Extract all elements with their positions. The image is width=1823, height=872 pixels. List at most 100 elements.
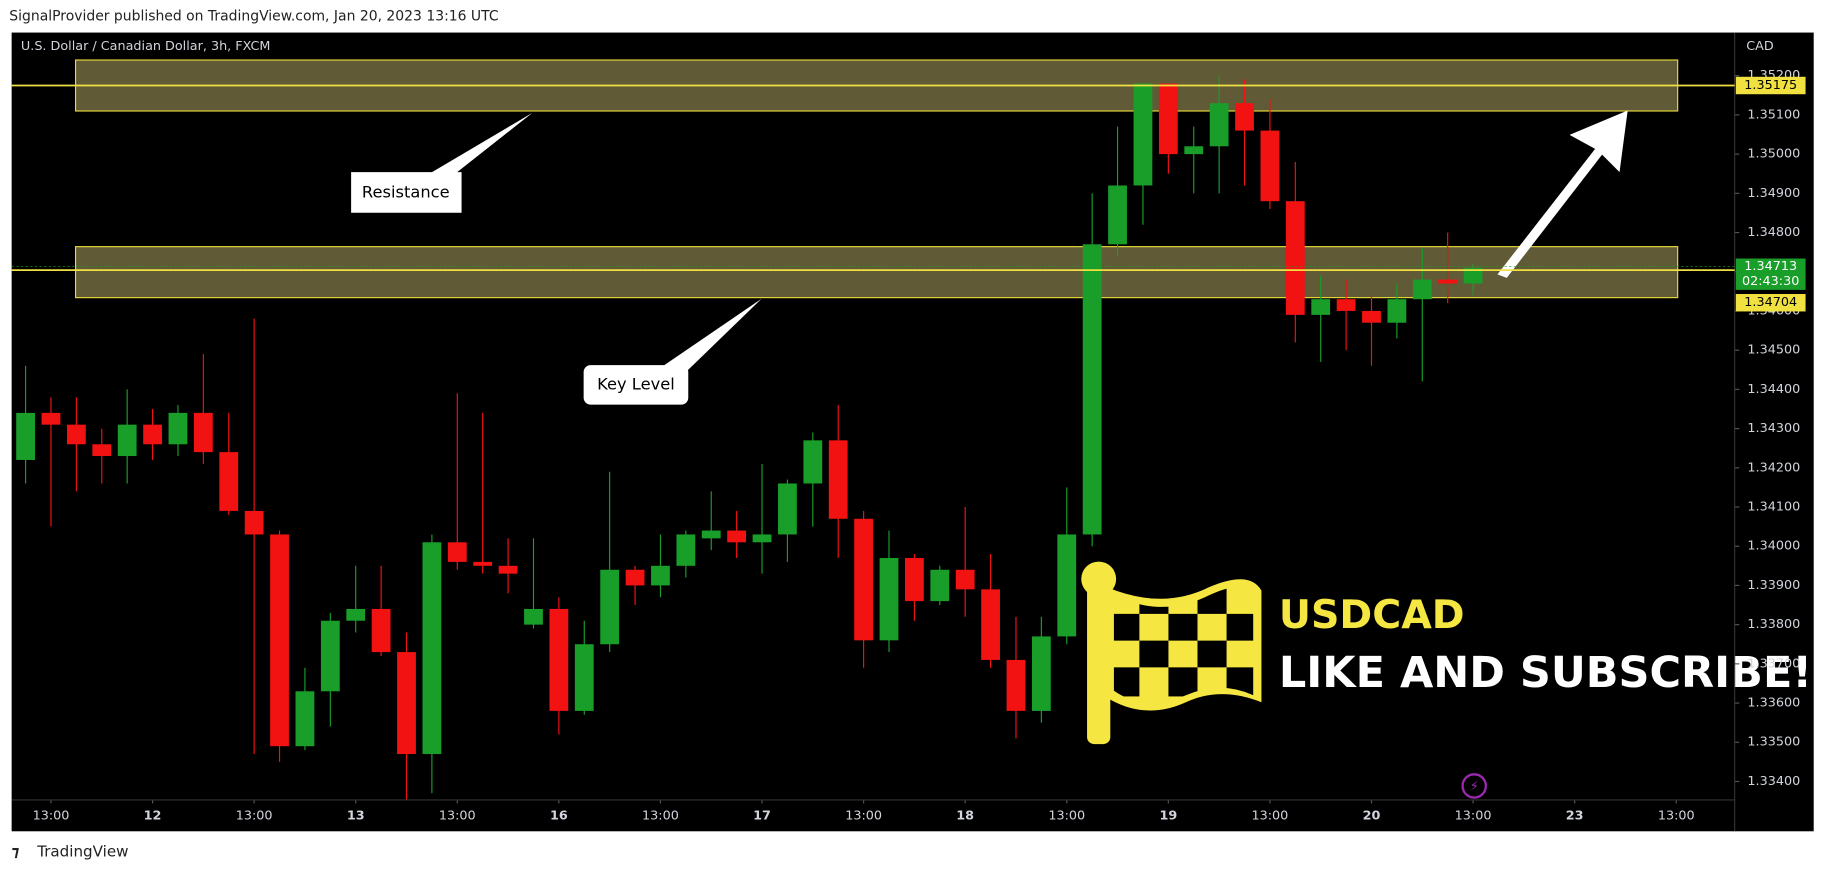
candle-body — [1057, 534, 1077, 637]
countdown: 02:43:30 — [1742, 274, 1799, 289]
candle-body — [1082, 244, 1102, 535]
candle-body — [778, 483, 797, 535]
checkers — [1113, 587, 1254, 697]
y-tick-label: 1.34800 — [1747, 225, 1800, 240]
candle-body — [371, 608, 391, 653]
x-tick-label: 13:00 — [236, 809, 273, 824]
last-price-box — [1735, 258, 1806, 290]
candle-body — [879, 557, 899, 641]
x-tick-label: 18 — [956, 809, 974, 824]
y-tick-label: 1.35100 — [1747, 107, 1800, 122]
price-label-box — [1735, 294, 1806, 312]
candle-body — [701, 530, 721, 539]
y-tick-label: 1.34400 — [1747, 382, 1800, 397]
candle-body — [16, 412, 35, 460]
overlay: USDCAD LIKE AND SUBSCRIBE! ⚡ Resistance K… — [351, 110, 1812, 799]
y-tick-label: 1.33800 — [1747, 617, 1800, 632]
candle-body — [905, 557, 924, 602]
arrow — [1497, 110, 1628, 278]
last-price-label: 1.34713 — [1744, 259, 1797, 274]
event-icon[interactable] — [1461, 773, 1488, 799]
y-tick-label: 1.34500 — [1747, 343, 1800, 358]
candle-body — [92, 444, 112, 457]
candle-body — [1235, 103, 1254, 131]
x-tick-label: 19 — [1159, 809, 1177, 824]
callout-box — [351, 172, 462, 213]
candle-body — [320, 620, 340, 692]
y-tick-label: 1.35000 — [1747, 147, 1800, 162]
event-icon-glyph: ⚡ — [1470, 780, 1479, 795]
candle-body — [1260, 130, 1280, 202]
candle-body — [447, 542, 467, 562]
candle-body — [955, 569, 975, 590]
candle-body — [574, 644, 594, 711]
candle-body — [66, 424, 86, 445]
candle-body — [1133, 83, 1153, 186]
candle-body — [1387, 299, 1407, 323]
candle-body — [244, 510, 264, 535]
zone-label: Resistance — [362, 183, 450, 202]
candle-body — [270, 534, 289, 747]
annotation: USDCAD — [1279, 592, 1465, 638]
x-tick-label: 13:00 — [1048, 809, 1085, 824]
candle-body — [1209, 103, 1229, 147]
candle-body — [1438, 279, 1458, 284]
y-unit: CAD — [1746, 39, 1774, 54]
candle-body — [1362, 310, 1381, 323]
callout-pointer — [662, 298, 762, 370]
candle-body — [1031, 636, 1051, 711]
x-tick-label: 13:00 — [1658, 809, 1695, 824]
candle-body — [981, 589, 1000, 660]
x-tick-label: 17 — [753, 809, 771, 824]
candle-body — [1463, 267, 1483, 284]
candle-body — [549, 608, 569, 711]
y-tick-label: 1.34900 — [1747, 186, 1800, 201]
candle-body — [295, 691, 315, 747]
y-tick-label: 1.34100 — [1747, 500, 1800, 515]
zone-label: Key Level — [597, 374, 675, 393]
y-tick-label: 1.33900 — [1747, 578, 1800, 593]
x-tick-label: 13:00 — [1252, 809, 1289, 824]
price-label: 1.34704 — [1744, 295, 1797, 310]
candle-body — [1311, 299, 1331, 315]
price-label: 1.35175 — [1744, 78, 1797, 93]
zone — [74, 246, 1679, 299]
tv-logo: ⁊ — [12, 843, 20, 861]
x-tick-label: 16 — [550, 809, 568, 824]
candle-body — [625, 569, 645, 586]
candle-body — [1158, 83, 1178, 155]
candle-body — [1285, 201, 1305, 315]
candle-body — [193, 412, 213, 453]
candle-body — [524, 608, 543, 625]
candle-body — [498, 565, 518, 574]
candle-body — [676, 534, 696, 566]
candle-body — [803, 440, 823, 484]
candle-body — [422, 542, 442, 755]
x-tick-label: 13 — [347, 809, 365, 824]
publisher: SignalProvider published on TradingView.… — [9, 8, 498, 24]
candle-body — [1108, 185, 1127, 245]
x-tick-label: 13:00 — [439, 809, 476, 824]
callout-box — [583, 365, 689, 405]
chart-title: U.S. Dollar / Canadian Dollar, 3h, FXCM — [21, 39, 270, 54]
x-tick-label: 13:00 — [845, 809, 882, 824]
candle-body — [143, 424, 162, 445]
y-tick-label: 1.33500 — [1747, 735, 1800, 750]
y-tick-label: 1.33400 — [1747, 774, 1800, 789]
candle-body — [752, 534, 772, 543]
candle-body — [651, 565, 670, 586]
candle-body — [727, 530, 747, 543]
x-tick-label: 13:00 — [33, 809, 70, 824]
x-tick-label: 13:00 — [1455, 809, 1492, 824]
candle-body — [854, 518, 874, 641]
price-label-box — [1735, 76, 1806, 95]
candle-body — [473, 561, 493, 566]
y-tick-label: 1.33700 — [1747, 656, 1800, 671]
x-tick-label: 23 — [1566, 809, 1584, 824]
x-tick-label: 20 — [1363, 809, 1381, 824]
footer: TradingView — [36, 843, 128, 861]
candle-body — [41, 412, 61, 425]
x-tick-label: 13:00 — [642, 809, 679, 824]
